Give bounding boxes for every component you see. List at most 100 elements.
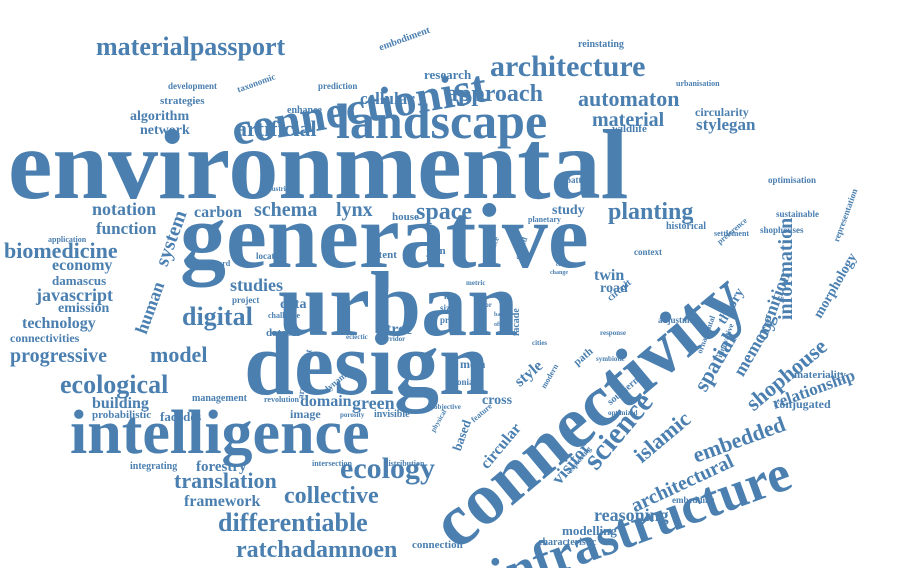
word-context: context — [634, 247, 662, 257]
word-environmental: environmental — [8, 109, 629, 220]
word-eclectic: eclectic — [346, 333, 368, 341]
word-lynx: lynx — [336, 199, 373, 221]
word-forestry: forestry — [196, 459, 247, 475]
word-human: human — [131, 278, 169, 337]
word-conjugated: conjugated — [774, 397, 831, 411]
word-model: model — [150, 342, 208, 367]
word-porosity: porosity — [340, 411, 365, 419]
word-study: study — [552, 203, 585, 218]
word-connection: connection — [412, 539, 463, 551]
word-urban: urban — [278, 253, 519, 355]
word-factor: factor — [474, 301, 492, 309]
word-challenge: challenge — [268, 311, 300, 320]
word-data: data — [280, 297, 307, 312]
word-offer: offer — [494, 322, 507, 328]
word-cellular: cellular — [360, 89, 415, 108]
word-probabilistic: probabilistic — [92, 409, 152, 421]
word-image: image — [290, 407, 321, 421]
word-shophouses: shophouses — [760, 225, 804, 235]
word-urbanisation: urbanisation — [676, 79, 720, 88]
word-intersection: intersection — [312, 459, 352, 468]
word-tree: tree — [386, 321, 413, 338]
word-dataset: dataset — [266, 327, 300, 339]
word-change: change — [550, 270, 568, 276]
word-meta: meta — [460, 357, 486, 371]
word-revolution: revolution — [264, 395, 299, 404]
word-facades: facades — [160, 409, 202, 424]
word-based: based — [449, 417, 475, 453]
word-stylegan: stylegan — [696, 115, 756, 134]
word-optimisation: optimisation — [768, 175, 817, 185]
word-materialpassport: materialpassport — [96, 32, 286, 61]
word-planting: planting — [608, 199, 694, 225]
word-prediction: prediction — [318, 81, 358, 91]
word-management: management — [192, 393, 247, 404]
word-invisible: invisible — [374, 409, 410, 420]
word-courtyard: courtyard — [196, 259, 231, 268]
word-location: location — [256, 251, 287, 261]
word-schema: schema — [254, 199, 318, 221]
word-damascus: damascus — [52, 273, 107, 288]
word-house: house — [392, 211, 419, 223]
word-response: response — [600, 329, 626, 337]
word-symbiotic: symbiotic — [596, 355, 625, 363]
word-industrial: industrial — [262, 185, 292, 193]
word-circularity: circularity — [695, 105, 749, 119]
word-development: development — [168, 81, 217, 91]
word-colonial: colonial — [446, 377, 477, 387]
word-approach: approach — [446, 81, 543, 107]
word-distribution: distribution — [384, 459, 425, 468]
word-project: project — [232, 295, 260, 305]
word-proc: proc — [440, 315, 458, 325]
word-intelligence: intelligence — [70, 399, 370, 467]
word-generative: generative — [180, 185, 589, 287]
word-biomedicine: biomedicine — [4, 238, 118, 263]
word-road: road — [600, 281, 628, 296]
word-base: base — [494, 312, 506, 318]
word-space: space — [416, 199, 472, 225]
word-modelling: modelling — [562, 523, 617, 538]
word-wildlife: wildlife — [612, 123, 647, 135]
word-representation: representation — [831, 187, 860, 244]
word-framework: framework — [184, 493, 261, 510]
word-optimized: optimized — [608, 409, 638, 417]
word-climate: climate — [556, 262, 575, 268]
word-javascript: javascript — [36, 285, 113, 305]
word-technology: technology — [22, 315, 96, 332]
word-sustainable: sustainable — [776, 209, 820, 219]
word-corridor: corridor — [380, 335, 406, 343]
word-research: research — [424, 67, 472, 82]
word-material: material — [592, 109, 665, 131]
word-embodiment: embodiment — [377, 24, 432, 54]
word-reinstating: reinstating — [578, 39, 624, 50]
word-objective: objective — [434, 403, 461, 411]
word-metric: metric — [466, 279, 486, 287]
word-digital: digital — [182, 302, 253, 331]
word-architecture: architecture — [490, 50, 646, 83]
word-cross: cross — [482, 393, 513, 408]
word-building: building — [92, 395, 149, 412]
word-application: application — [48, 235, 87, 244]
word-planetary: planetary — [528, 215, 561, 224]
word-automaton: automaton — [578, 86, 680, 111]
word-studies: studies — [230, 275, 284, 295]
word-facade: facade — [511, 308, 522, 336]
word-design: design — [244, 315, 490, 414]
word-green: green — [352, 393, 395, 413]
word-latent: latent — [370, 249, 397, 261]
word-emission: emission — [58, 301, 110, 316]
word-enhance: enhance — [287, 105, 322, 116]
word-connectivities: connectivities — [10, 331, 80, 345]
word-size: size — [440, 303, 454, 313]
word-differentiable: differentiable — [218, 508, 368, 537]
word-pattern: pattern — [566, 175, 595, 185]
word-cities: cities — [532, 339, 548, 347]
word-economy: economy — [52, 257, 113, 274]
word-landscape: landscape — [336, 93, 548, 149]
word-historical: historical — [666, 221, 706, 232]
word-notation: notation — [92, 199, 157, 219]
word-translation: translation — [174, 468, 277, 493]
word-strategies: strategies — [160, 95, 205, 107]
word-ecology: ecology — [340, 452, 435, 485]
